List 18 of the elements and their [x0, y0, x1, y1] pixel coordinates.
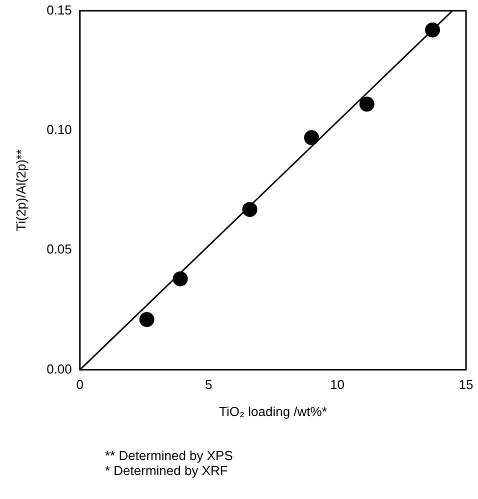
x-axis-title: TiO₂ loading /wt%*: [219, 404, 327, 419]
x-tick-label: 10: [330, 377, 345, 392]
y-tick-label: 0.05: [46, 242, 72, 257]
point: [425, 22, 440, 38]
point: [359, 96, 374, 112]
point: [139, 312, 154, 328]
x-tick-label: 15: [458, 377, 474, 392]
text: ** Determined by XPS: [105, 448, 234, 463]
y-axis-title: Ti(2p)/Al(2p)**: [13, 149, 28, 232]
y-tick-label: 0.10: [46, 122, 72, 138]
x-tick-label: 0: [76, 377, 84, 392]
point: [172, 271, 188, 286]
point: [242, 202, 258, 217]
y-tick-label: 0.15: [46, 2, 72, 18]
text: * Determined by XRF: [105, 463, 228, 478]
x-tick-label: 5: [204, 377, 212, 392]
point: [304, 130, 320, 146]
y-tick-label: 0.00: [46, 361, 72, 376]
